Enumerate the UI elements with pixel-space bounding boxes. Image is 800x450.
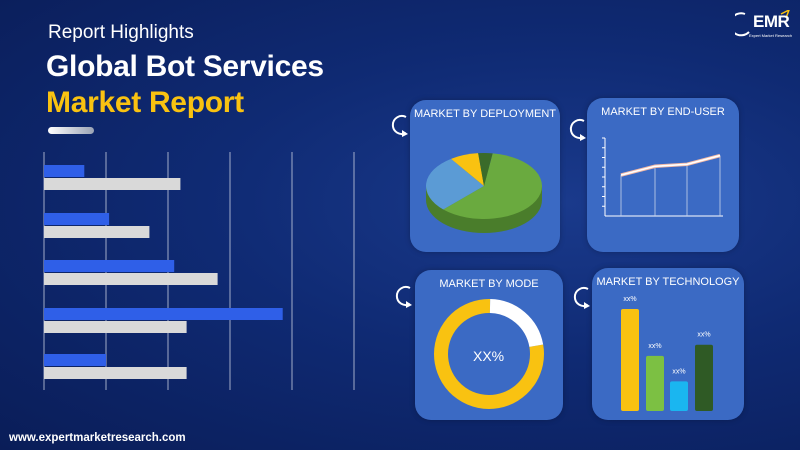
gray-bar xyxy=(44,178,181,190)
emr-logo: EMR Expert Market Research xyxy=(735,10,793,40)
pie-slice xyxy=(478,153,493,186)
line-series xyxy=(620,154,721,176)
card-market-by-mode: MARKET BY MODE XX% xyxy=(415,270,563,420)
tech-bar-label: xx% xyxy=(623,296,636,303)
card-title-deployment: MARKET BY DEPLOYMENT xyxy=(413,108,557,120)
deployment-pie-chart xyxy=(426,153,542,233)
tech-bar xyxy=(670,381,688,411)
curved-arrow-icon xyxy=(391,115,408,137)
card-title-technology: MARKET BY TECHNOLOGY xyxy=(596,276,740,288)
decorative-pill xyxy=(48,127,94,134)
pie-slice xyxy=(451,153,484,186)
pie-slice xyxy=(426,158,484,210)
donut-segment xyxy=(434,299,544,409)
report-title-highlight: Market Report xyxy=(46,86,244,119)
card-title-end-user: MARKET BY END-USER xyxy=(601,106,725,118)
logo-mark-icon xyxy=(735,10,790,37)
gray-bar xyxy=(44,367,187,379)
tech-bar-label: xx% xyxy=(648,343,661,350)
mode-donut-chart xyxy=(434,299,544,409)
gray-bar xyxy=(44,226,150,238)
blue-bar xyxy=(44,308,283,320)
curved-arrow-icon xyxy=(395,286,412,308)
end-user-line-chart xyxy=(602,137,723,217)
technology-bar-chart: xx% xx% xx% xx% xyxy=(621,296,713,411)
tech-bar xyxy=(695,344,713,411)
gray-bar xyxy=(44,273,218,285)
card-title-mode: MARKET BY MODE xyxy=(439,278,539,290)
logo-text: EMR xyxy=(753,12,790,31)
tech-bar-label: xx% xyxy=(672,368,685,375)
blue-bar xyxy=(44,354,106,366)
logo-tagline: Expert Market Research xyxy=(749,33,793,38)
blue-bar xyxy=(44,165,85,177)
card-market-by-technology: MARKET BY TECHNOLOGY xx% xx% xx% xx% xyxy=(592,268,744,420)
tech-bar xyxy=(646,355,664,411)
tech-bar xyxy=(621,309,639,411)
report-highlights-label: Report Highlights xyxy=(48,22,194,43)
tech-bar-label: xx% xyxy=(697,332,710,339)
footer-url: www.expertmarketresearch.com xyxy=(9,432,186,444)
pie-slice xyxy=(443,153,542,219)
gray-bar xyxy=(44,321,187,333)
report-title: Global Bot Services xyxy=(46,50,324,83)
blue-bar xyxy=(44,260,175,272)
curved-arrow-icon xyxy=(573,287,590,309)
donut-center-label: XX% xyxy=(473,348,505,364)
curved-arrow-icon xyxy=(569,119,586,141)
card-market-by-deployment: MARKET BY DEPLOYMENT xyxy=(410,100,560,252)
blue-bar xyxy=(44,213,110,225)
card-market-by-end-user: MARKET BY END-USER xyxy=(587,98,739,252)
